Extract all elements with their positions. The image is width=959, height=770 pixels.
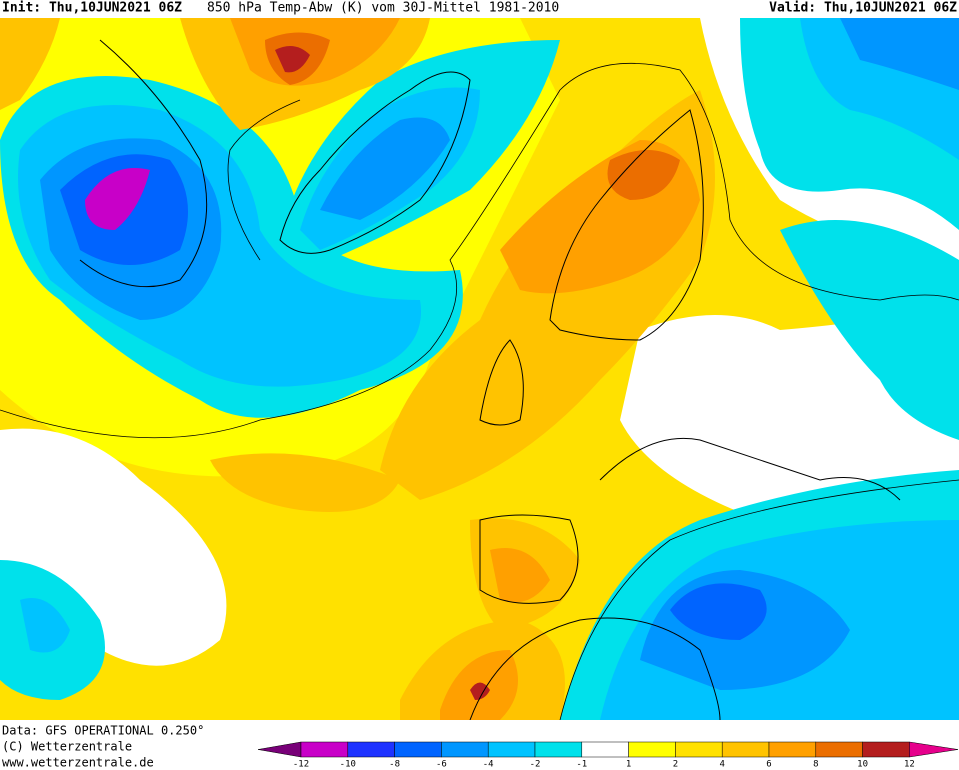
valid-time: Valid: Thu,10JUN2021 06Z <box>769 1 957 16</box>
legend-high-end <box>909 741 959 758</box>
legend-tick-label: 1 <box>626 760 631 770</box>
map-field <box>0 18 959 720</box>
legend-swatch <box>721 741 770 758</box>
data-source: Data: GFS OPERATIONAL 0.250° <box>2 724 204 738</box>
legend-tick-label: -8 <box>389 760 400 770</box>
legend-tick-label: 4 <box>719 760 724 770</box>
site-url: www.wetterzentrale.de <box>2 756 154 770</box>
legend-swatch <box>300 741 349 758</box>
legend-tick-label: 12 <box>904 760 915 770</box>
legend-swatch <box>628 741 676 758</box>
legend-swatch <box>534 741 583 758</box>
legend-swatch <box>768 741 817 758</box>
legend-swatch <box>487 741 536 758</box>
legend-swatch <box>815 741 863 758</box>
legend-swatch <box>675 741 723 758</box>
map-title: 850 hPa Temp-Abw (K) vom 30J-Mittel 1981… <box>207 1 559 16</box>
legend-tick-label: -4 <box>483 760 494 770</box>
legend-tick-label: -2 <box>530 760 541 770</box>
legend-tick-label: 2 <box>673 760 678 770</box>
legend-swatch <box>581 741 629 758</box>
legend-tick-label: -10 <box>340 760 356 770</box>
legend-swatch <box>441 741 489 758</box>
legend-swatch <box>394 741 442 758</box>
legend-tick-label: -1 <box>576 760 587 770</box>
legend-tick-label: 10 <box>857 760 868 770</box>
legend-swatch <box>862 741 910 758</box>
legend-tick-label: -6 <box>436 760 447 770</box>
init-time: Init: Thu,10JUN2021 06Z <box>2 1 182 16</box>
copyright: (C) Wetterzentrale <box>2 740 132 754</box>
legend-swatch <box>347 741 395 758</box>
legend-tick-label: -12 <box>293 760 309 770</box>
color-legend: -12 -10 -8 -6 -4 -2 -1 1 2 4 6 8 10 12 <box>257 741 959 770</box>
legend-tick-label: 8 <box>813 760 818 770</box>
legend-tick-label: 6 <box>766 760 771 770</box>
